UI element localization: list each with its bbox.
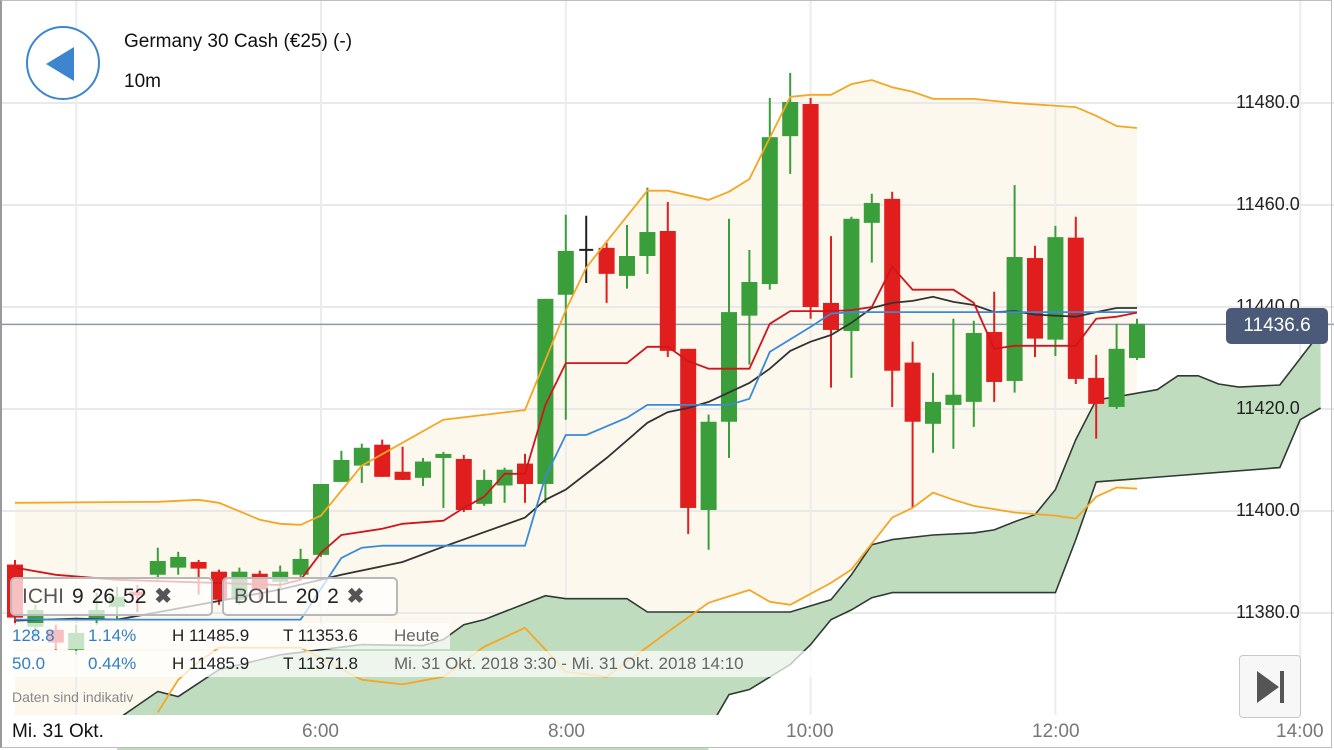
candle-body	[190, 562, 207, 569]
last-price-tag: 11436.6	[1226, 308, 1328, 344]
change-percent: 1.14%	[88, 626, 137, 645]
y-tick-label: 11400.0	[1236, 500, 1300, 520]
candle-body	[782, 101, 799, 137]
candle-body	[904, 362, 921, 422]
candle-body	[659, 231, 676, 351]
skip-to-end-icon	[1257, 671, 1279, 703]
skip-bar	[1280, 671, 1284, 703]
back-button[interactable]	[26, 26, 100, 100]
low-value: T 11371.8	[283, 654, 358, 673]
candle-body	[557, 250, 574, 295]
candle-body	[1108, 348, 1125, 407]
indicator-line-3	[15, 311, 1137, 621]
candle-body	[823, 302, 839, 330]
candle-body	[1027, 258, 1043, 339]
x-tick-label: 6:00	[302, 721, 339, 742]
instrument-title: Germany 30 Cash (€25) (-)	[124, 31, 353, 52]
x-axis: Mi. 31 Okt. 6:00 8:00 10:00 12:00 14:00	[2, 715, 1330, 748]
candle-body	[394, 471, 411, 480]
indicator-param: 9	[72, 585, 84, 608]
candle-body	[680, 348, 697, 508]
info-row-range: 50.0 0.44% H 11485.9 T 11371.8 Mi. 31 Ok…	[2, 651, 816, 677]
candle-body	[884, 198, 901, 371]
candle-body	[333, 460, 350, 482]
candle-body	[1047, 237, 1064, 340]
candle-body	[1006, 257, 1023, 381]
candle-body	[272, 571, 289, 582]
period-label: Mi. 31 Okt. 2018 3:30 - Mi. 31 Okt. 2018…	[394, 654, 744, 673]
x-tick-label: 10:00	[786, 721, 834, 742]
candle-body	[945, 394, 962, 405]
period-label: Heute	[394, 626, 440, 645]
indicator-param: 20	[295, 585, 320, 608]
indicator-param: 26	[91, 585, 116, 608]
low-value: T 11353.6	[283, 626, 358, 645]
interval-label[interactable]: 10m	[124, 71, 161, 92]
y-tick-label: 11480.0	[1236, 92, 1300, 112]
change-value: 128.8	[12, 626, 55, 645]
indicator-line-0	[14, 79, 1138, 526]
change-value: 50.0	[12, 654, 46, 673]
remove-indicator-icon[interactable]: ✖	[346, 585, 365, 608]
high-value: H 11485.9	[172, 626, 250, 645]
indicator-name: ICHI	[22, 585, 64, 608]
candle-body	[292, 558, 309, 575]
candle-body	[1067, 237, 1084, 379]
indicator-name: BOLL	[234, 585, 288, 608]
candle-body	[925, 401, 941, 424]
back-triangle-icon	[46, 47, 74, 81]
indicator-line-4	[14, 265, 1138, 586]
candle-body	[863, 202, 880, 223]
bollinger-indicator-chip[interactable]: BOLL 20 2 ✖	[222, 577, 398, 616]
candle-body	[415, 461, 431, 478]
candle-body	[1088, 377, 1105, 404]
candle-body	[537, 298, 554, 484]
candle-body	[170, 556, 187, 568]
candle-body	[802, 104, 819, 308]
x-tick-label: 8:00	[548, 721, 585, 742]
candle-body	[639, 232, 656, 256]
candle-body	[700, 421, 717, 510]
candle-body	[476, 479, 493, 504]
remove-indicator-icon[interactable]: ✖	[154, 585, 173, 608]
candle-body	[313, 483, 329, 555]
candle-body	[965, 333, 982, 402]
candle-body	[761, 137, 778, 285]
ichimoku-indicator-chip[interactable]: ICHI 9 26 52 ✖	[10, 577, 213, 616]
candle-body	[1129, 323, 1145, 358]
disclaimer: Daten sind indikativ	[12, 689, 134, 705]
x-axis-date: Mi. 31 Okt.	[12, 721, 104, 742]
y-tick-label: 11460.0	[1236, 194, 1300, 214]
candle-body	[353, 447, 370, 466]
candle-body	[619, 256, 635, 276]
y-tick-label: 11420.0	[1236, 398, 1300, 418]
high-value: H 11485.9	[172, 654, 250, 673]
candle-body	[986, 331, 1003, 382]
indicator-param: 2	[327, 585, 339, 608]
candle-body	[598, 247, 615, 274]
y-tick-label: 11380.0	[1236, 602, 1300, 622]
cloud-lower-line	[707, 407, 1321, 731]
change-percent: 0.44%	[88, 654, 137, 673]
skip-to-end-button[interactable]	[1239, 655, 1301, 718]
x-tick-label: 14:00	[1276, 721, 1324, 742]
candle-body	[741, 282, 758, 316]
candle-body	[843, 218, 860, 331]
info-row-today: 128.8 1.14% H 11485.9 T 11353.6 Heute	[2, 623, 450, 649]
x-tick-label: 12:00	[1032, 721, 1080, 742]
indicator-param: 52	[123, 585, 147, 608]
candle-body	[455, 458, 472, 510]
candle-body	[149, 560, 166, 575]
candle-body	[435, 453, 452, 458]
